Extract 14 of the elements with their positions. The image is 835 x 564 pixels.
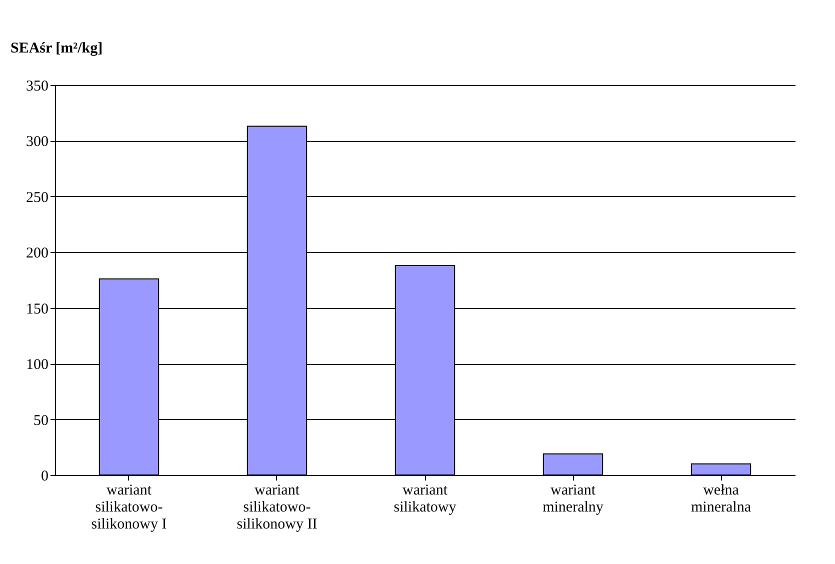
x-tick-label: wariant silikatowo-silikonowy II <box>236 482 318 532</box>
x-tick-label: wariant silikatowo-silikonowy I <box>91 482 167 532</box>
y-tick-label: 50 <box>34 412 48 429</box>
x-tick-label: wełna mineralna <box>691 482 752 516</box>
y-tick-label: 150 <box>26 301 48 318</box>
x-tick-label: wariant silikatowy <box>394 482 457 516</box>
y-tick-label: 100 <box>26 357 48 374</box>
y-tick-label: 200 <box>26 246 48 262</box>
y-tick-label: 300 <box>26 134 48 150</box>
y-tick-label: 0 <box>41 468 48 484</box>
x-tick-label: wariant mineralny <box>542 482 604 516</box>
y-tick-label: 350 <box>26 78 48 94</box>
y-tick-label: 250 <box>26 190 48 206</box>
y-axis-title: SEAśr [m²/kg] <box>10 40 103 56</box>
